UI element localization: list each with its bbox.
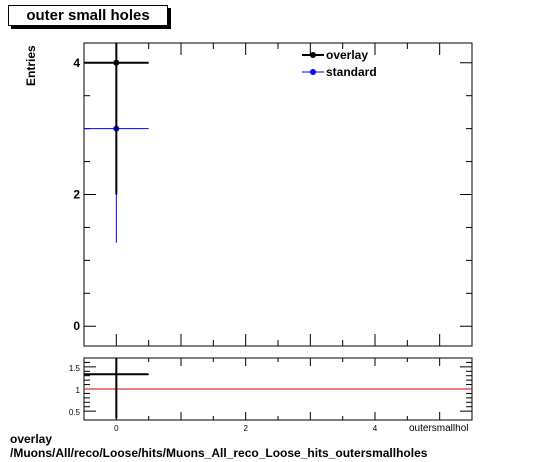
footer-label: overlay bbox=[10, 432, 53, 446]
y-tick-label: 4 bbox=[73, 56, 80, 70]
points-group bbox=[84, 43, 149, 243]
plot-frame bbox=[83, 42, 473, 347]
y-axis-label: Entries bbox=[24, 45, 38, 86]
legend-marker-overlay bbox=[310, 52, 316, 58]
footer-path: /Muons/All/reco/Loose/hits/Muons_All_rec… bbox=[10, 446, 428, 460]
x-tick-label: 2 bbox=[243, 424, 248, 433]
chart-title: outer small holes bbox=[8, 5, 168, 26]
ratio-plot: 0 2 4 0.5 1 1.5 bbox=[69, 357, 473, 433]
x-tick-label: 4 bbox=[373, 424, 378, 433]
points-group bbox=[84, 358, 149, 419]
legend: overlay standard bbox=[302, 48, 377, 79]
x-axis-label: outersmallholes bbox=[409, 424, 469, 432]
legend-marker-standard bbox=[310, 69, 316, 75]
x-tick-label: 0 bbox=[114, 424, 119, 433]
y-tick-label: 1.5 bbox=[69, 364, 81, 373]
y-tick-label: 2 bbox=[73, 188, 80, 202]
y-tick-label: 0 bbox=[73, 319, 80, 333]
legend-label-standard: standard bbox=[326, 65, 377, 79]
main-plot: 0 2 4 overlay standard bbox=[73, 42, 473, 347]
y-tick-label: 0.5 bbox=[69, 408, 81, 417]
data-point-overlay bbox=[113, 59, 120, 66]
legend-label-overlay: overlay bbox=[326, 48, 368, 62]
y-tick-label: 1 bbox=[76, 386, 81, 395]
